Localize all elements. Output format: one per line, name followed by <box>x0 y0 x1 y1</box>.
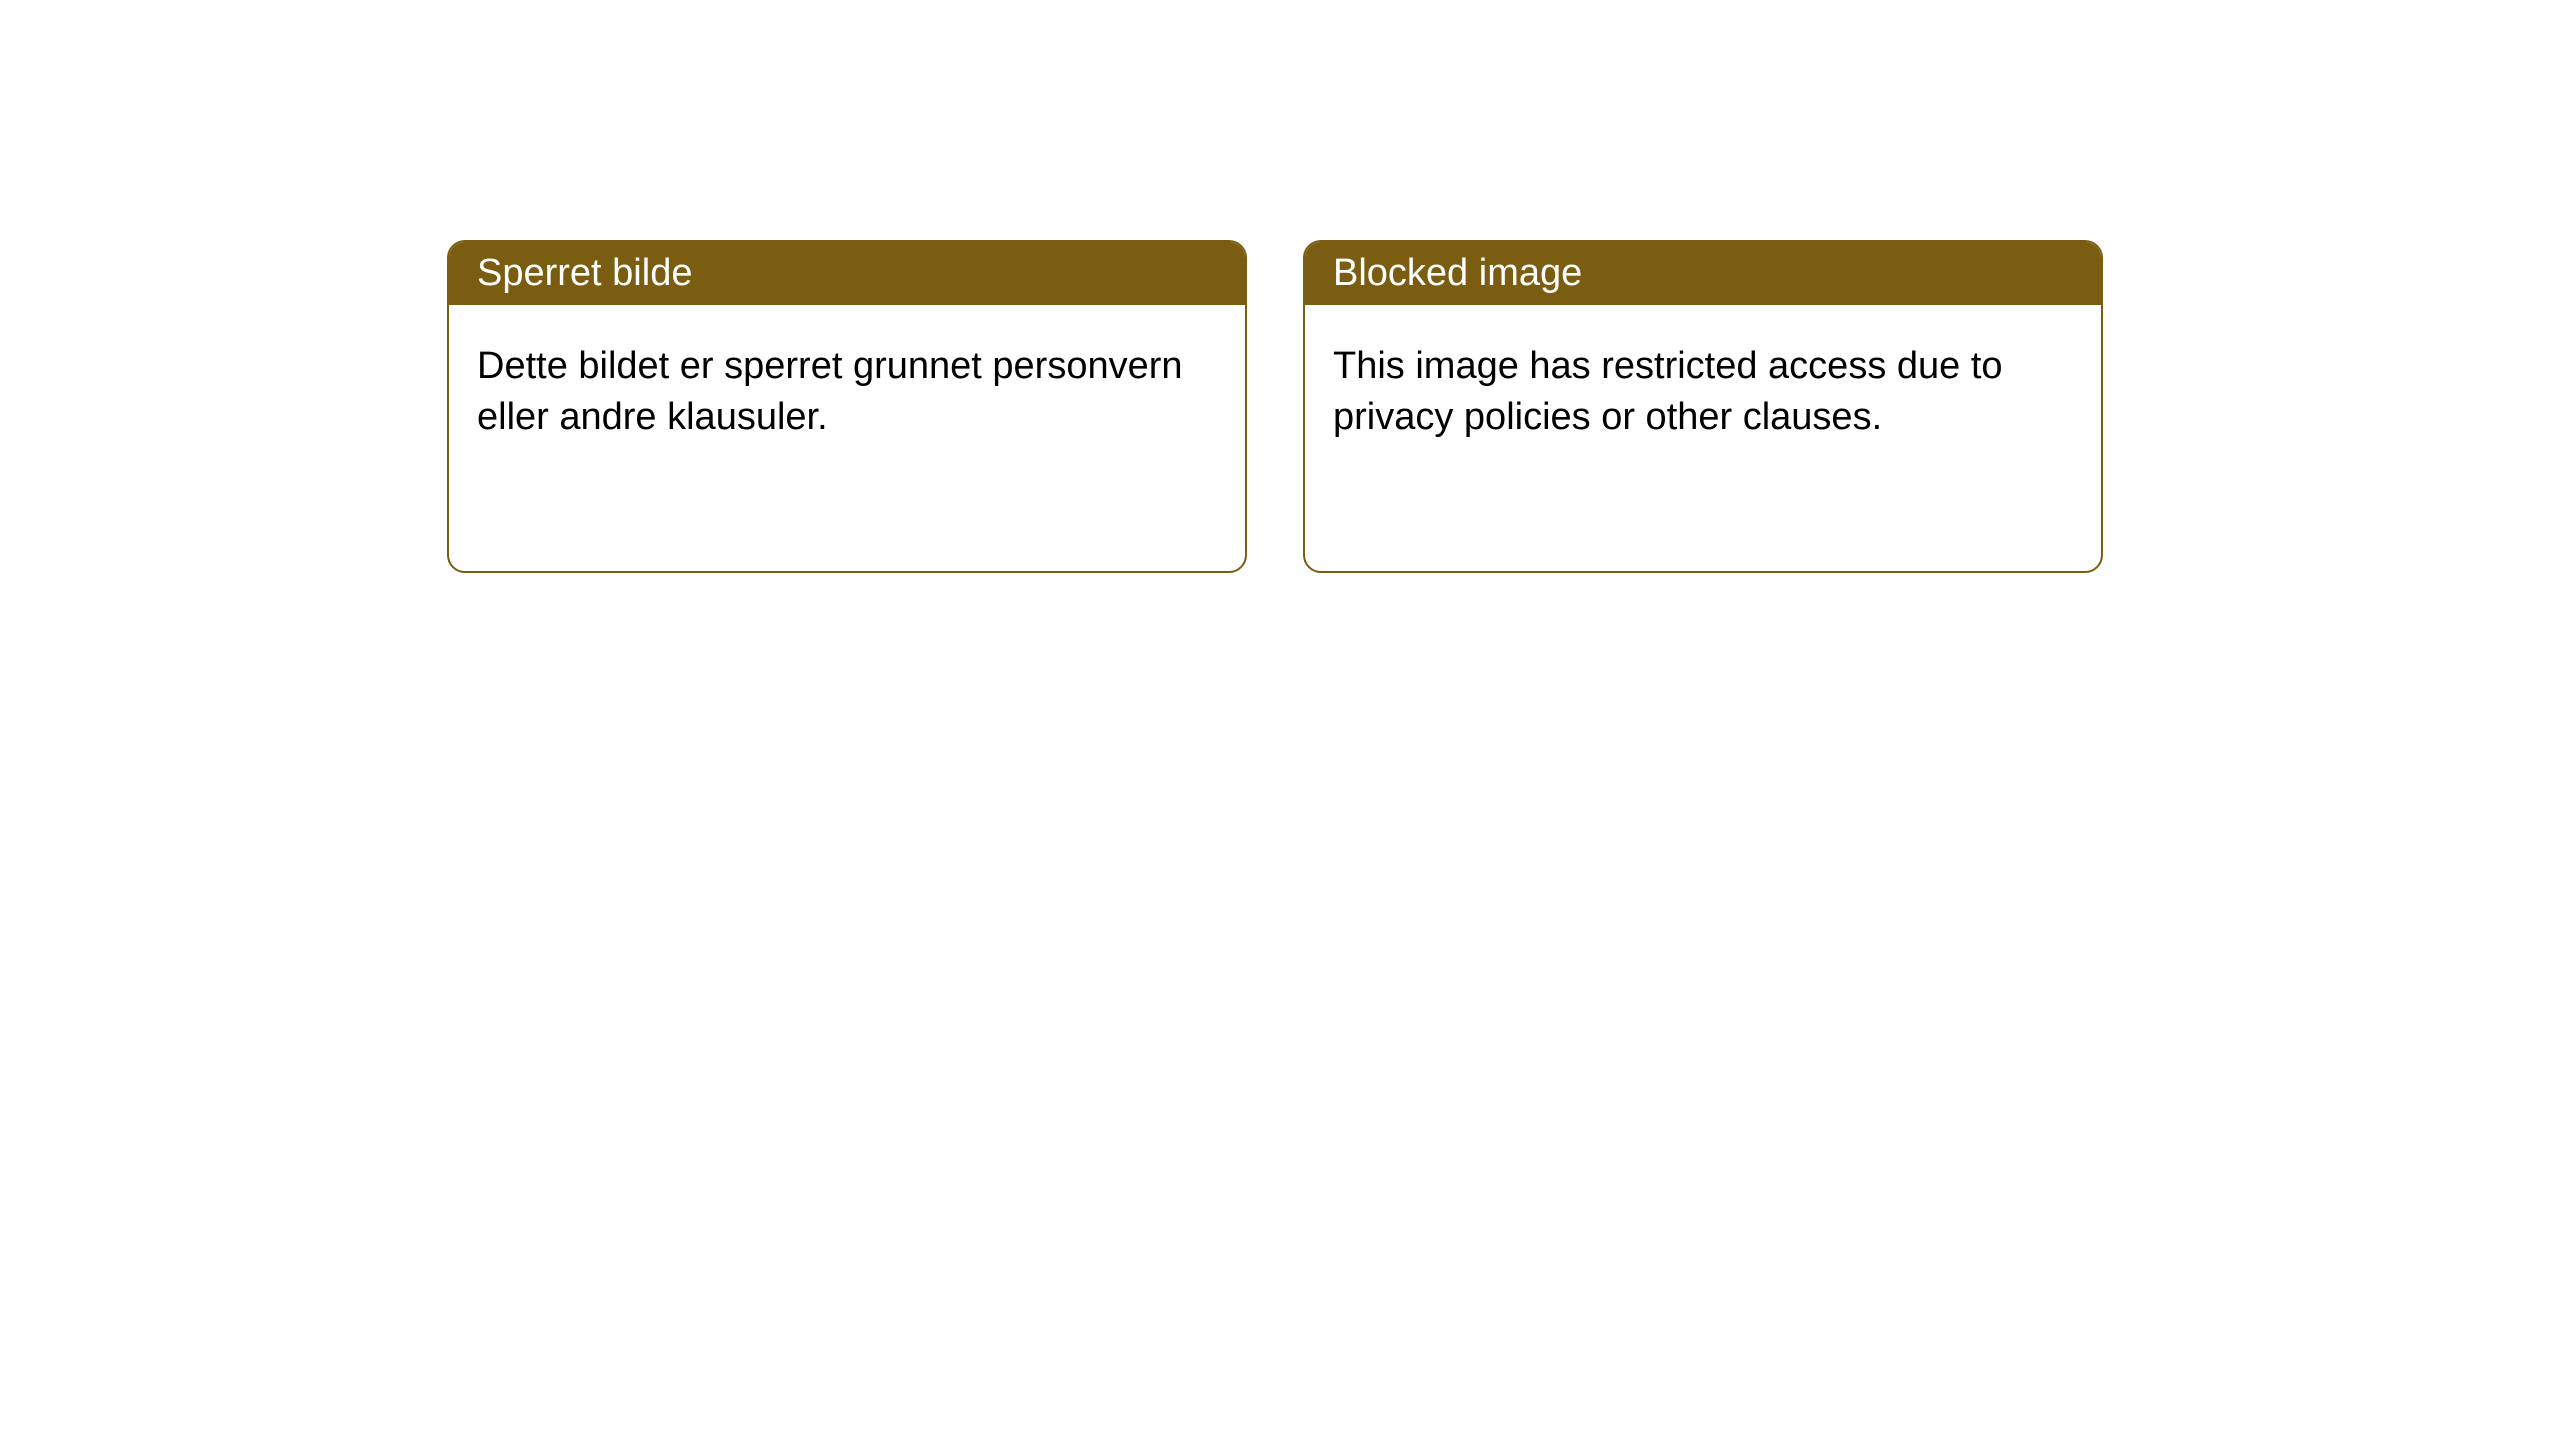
blocked-image-card-english: Blocked image This image has restricted … <box>1303 240 2103 573</box>
card-body-text: Dette bildet er sperret grunnet personve… <box>477 345 1183 438</box>
notice-container: Sperret bilde Dette bildet er sperret gr… <box>0 0 2560 573</box>
blocked-image-card-norwegian: Sperret bilde Dette bildet er sperret gr… <box>447 240 1247 573</box>
card-header: Blocked image <box>1305 242 2101 305</box>
card-body: Dette bildet er sperret grunnet personve… <box>449 305 1245 480</box>
card-title: Sperret bilde <box>477 252 692 294</box>
card-body-text: This image has restricted access due to … <box>1333 345 2003 438</box>
card-header: Sperret bilde <box>449 242 1245 305</box>
card-body: This image has restricted access due to … <box>1305 305 2101 480</box>
card-title: Blocked image <box>1333 252 1582 294</box>
